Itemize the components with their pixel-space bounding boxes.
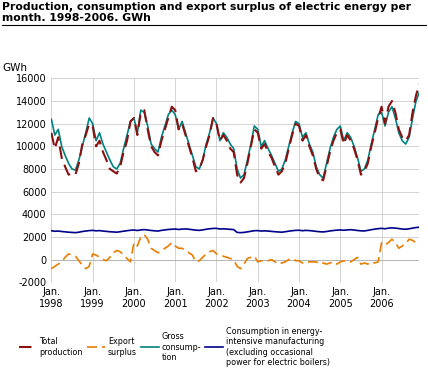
Text: Production, consumption and export surplus of electric energy per: Production, consumption and export surpl…	[2, 2, 411, 12]
Text: month. 1998-2006. GWh: month. 1998-2006. GWh	[2, 13, 151, 23]
Legend: Total
production, Export
surplus, Gross
consump-
tion, Consumption in energy-
in: Total production, Export surplus, Gross …	[18, 327, 330, 367]
Text: GWh: GWh	[2, 62, 27, 73]
